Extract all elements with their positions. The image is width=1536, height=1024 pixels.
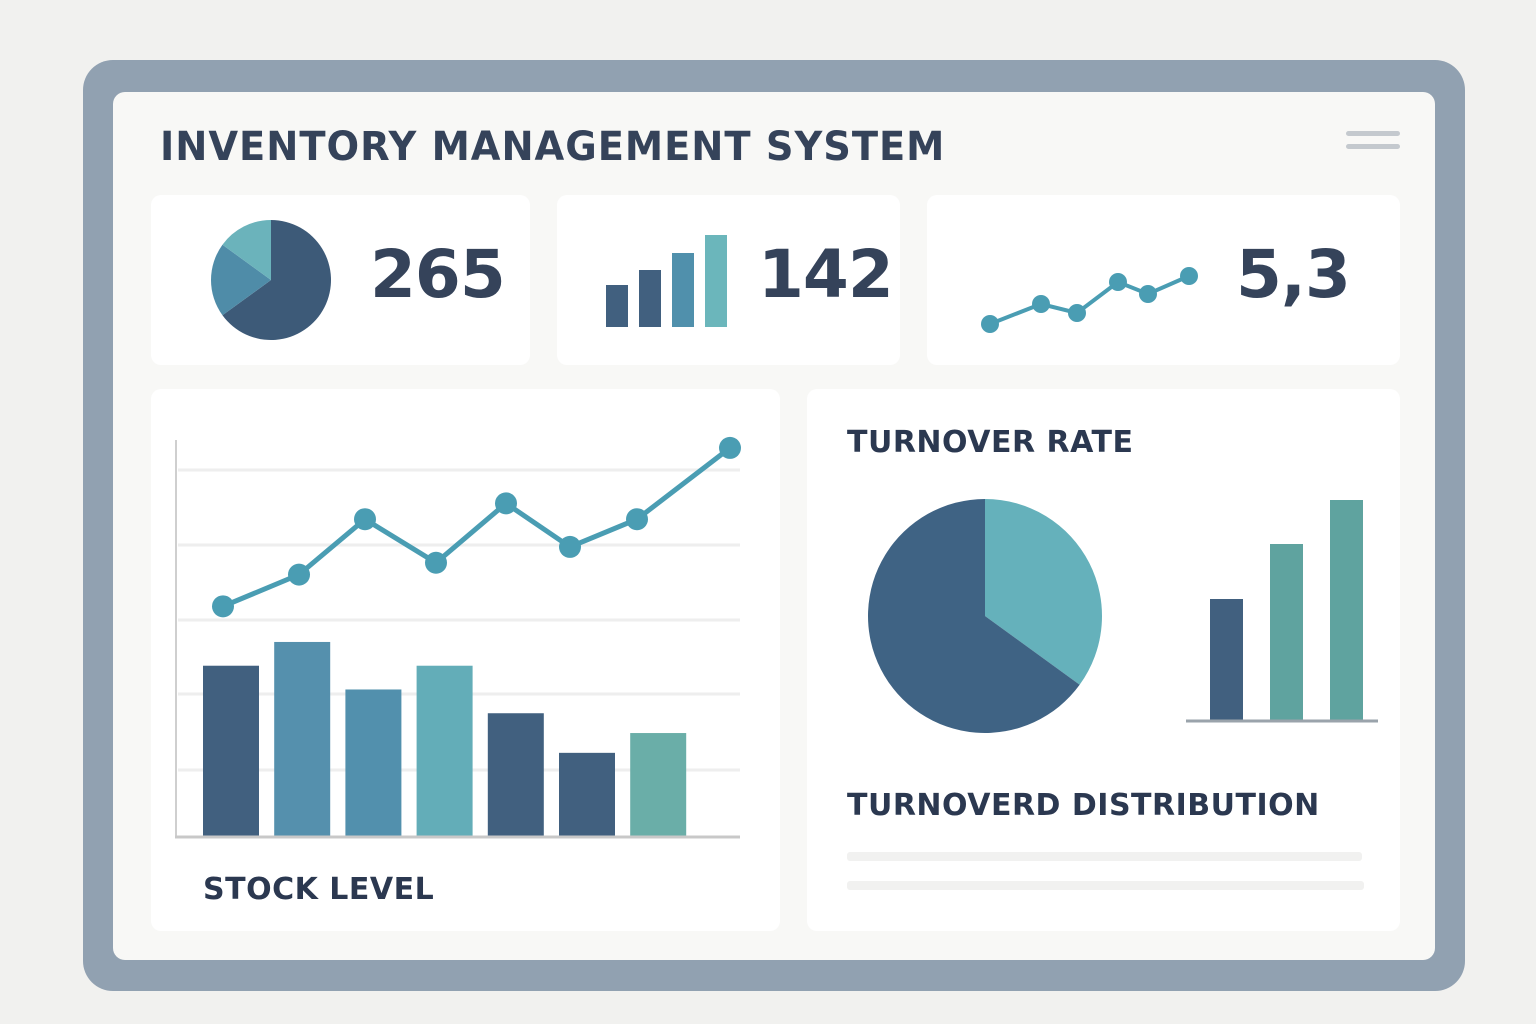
hamburger-menu-icon[interactable] <box>1346 131 1400 155</box>
placeholder-line <box>847 852 1362 861</box>
turnover-panel <box>807 389 1400 931</box>
kpi-card-bars <box>557 195 900 365</box>
turnover-distribution-label: TURNOVERD DISTRIBUTION <box>847 788 1320 823</box>
stock-level-label: STOCK LEVEL <box>203 872 435 907</box>
kpi-value-total: 265 <box>370 236 506 313</box>
page-title: INVENTORY MANAGEMENT SYSTEM <box>160 124 946 170</box>
turnover-rate-title: TURNOVER RATE <box>847 425 1134 460</box>
stock-level-panel <box>151 389 780 931</box>
kpi-value-bars: 142 <box>758 236 894 313</box>
kpi-value-trend: 5,3 <box>1236 236 1351 313</box>
placeholder-line <box>847 881 1364 890</box>
